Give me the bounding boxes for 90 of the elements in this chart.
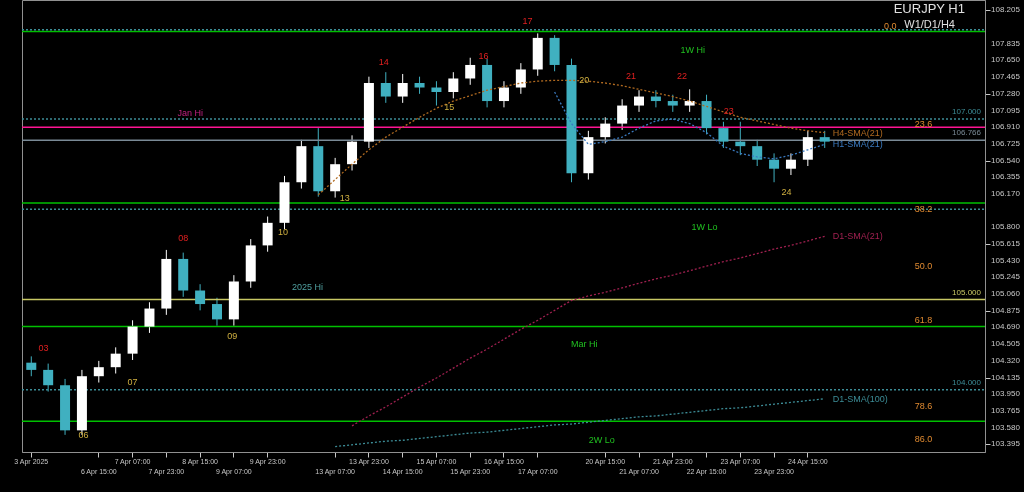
annotation: 16 [478, 50, 489, 61]
y-tick-label: 104.320 [991, 355, 1021, 365]
annotation: 24 [781, 187, 792, 198]
y-tick-label: 106.355 [991, 172, 1021, 182]
text: 0.0 [883, 20, 897, 31]
candlestick [262, 216, 273, 253]
candlestick [380, 71, 391, 104]
ref-line-label: 105.000 [952, 287, 982, 297]
candlestick [347, 134, 358, 172]
y-tick-label: 105.800 [991, 222, 1021, 232]
series-label: H1-SMA(21) [832, 139, 883, 150]
candlestick [802, 130, 813, 167]
annotation: 15 [444, 101, 455, 112]
y-tick-label: 106.540 [991, 155, 1021, 165]
annotation: 06 [78, 429, 89, 440]
candlestick [600, 116, 611, 144]
annotation: 10 [278, 226, 289, 237]
text: W1/D1/H4 [904, 18, 955, 30]
ref-line-label: 106.766 [952, 128, 982, 138]
annotation: 03 [38, 343, 49, 354]
annotation: 1W Lo [691, 221, 718, 232]
y-tick-label: 106.170 [991, 188, 1021, 198]
candlestick [769, 152, 780, 183]
series-label: H4-SMA(21) [832, 127, 883, 138]
y-tick-label: 103.765 [991, 405, 1021, 415]
y-tick-label: 103.580 [991, 422, 1021, 432]
candlestick [752, 139, 763, 167]
y-tick-label: 105.615 [991, 239, 1021, 249]
y-tick-label: 108.205 [991, 5, 1021, 15]
y-tick-label: 107.280 [991, 88, 1021, 98]
candlestick [634, 89, 645, 113]
annotation: 2W Lo [588, 435, 615, 446]
candlestick [465, 57, 476, 86]
series-label: D1-SMA(100) [832, 393, 888, 404]
candlestick [617, 98, 628, 131]
y-tick-label: 104.690 [991, 322, 1021, 332]
annotation: 08 [178, 232, 189, 243]
text: 61.8 [914, 315, 933, 326]
ref-line-label: 107.000 [952, 107, 982, 117]
y-tick-label: 107.465 [991, 72, 1021, 82]
candlestick [195, 283, 206, 311]
y-tick-label: 107.650 [991, 55, 1021, 65]
text: 23.6 [914, 119, 933, 130]
annotation: 17 [522, 16, 533, 27]
y-tick-label: 104.135 [991, 372, 1021, 382]
candlestick [448, 71, 459, 99]
y-tick-label: 105.245 [991, 272, 1021, 282]
y-tick-label: 107.095 [991, 105, 1021, 115]
annotation: 1W Hi [680, 45, 705, 56]
text: EURJPY H1 [893, 1, 965, 16]
annotation: 23 [723, 105, 734, 116]
series-label: D1-SMA(21) [832, 231, 883, 242]
y-tick-label: 103.950 [991, 389, 1021, 399]
annotation: Mar Hi [570, 339, 598, 350]
text: 78.6 [914, 400, 933, 411]
y-tick-label: 105.060 [991, 289, 1021, 299]
candlestick [110, 346, 121, 375]
y-tick-label: 103.395 [991, 439, 1021, 449]
annotation: 20 [579, 74, 590, 85]
candlestick [43, 363, 54, 393]
candlestick [684, 88, 695, 113]
y-tick-label: 105.430 [991, 255, 1021, 265]
candlestick [515, 62, 526, 95]
y-tick-label: 107.835 [991, 38, 1021, 48]
line-series [334, 398, 826, 448]
candlestick [93, 360, 104, 384]
candlestick [498, 80, 509, 108]
candlestick [144, 301, 155, 334]
annotation: 14 [378, 56, 389, 67]
annotation: 2025 Hi [291, 281, 323, 292]
text: 38.2 [914, 203, 933, 214]
candlestick [785, 152, 796, 176]
ref-line-label: 104.000 [952, 377, 982, 387]
annotation: 21 [626, 70, 637, 81]
y-tick-label: 106.910 [991, 122, 1021, 132]
candlestick [26, 355, 37, 377]
line-series [351, 235, 826, 427]
candlestick [718, 121, 729, 149]
y-tick-label: 104.875 [991, 305, 1021, 315]
y-tick-label: 106.725 [991, 138, 1021, 148]
y-tick-label: 104.505 [991, 339, 1021, 349]
annotation: 22 [676, 70, 687, 81]
candlestick [397, 73, 408, 104]
annotation: 07 [127, 376, 138, 387]
annotation: 13 [339, 193, 350, 204]
text: 86.0 [914, 433, 933, 444]
text: 50.0 [914, 261, 933, 272]
annotation: Jan Hi [177, 108, 203, 119]
annotation: 09 [227, 330, 238, 341]
candlestick [211, 297, 222, 327]
